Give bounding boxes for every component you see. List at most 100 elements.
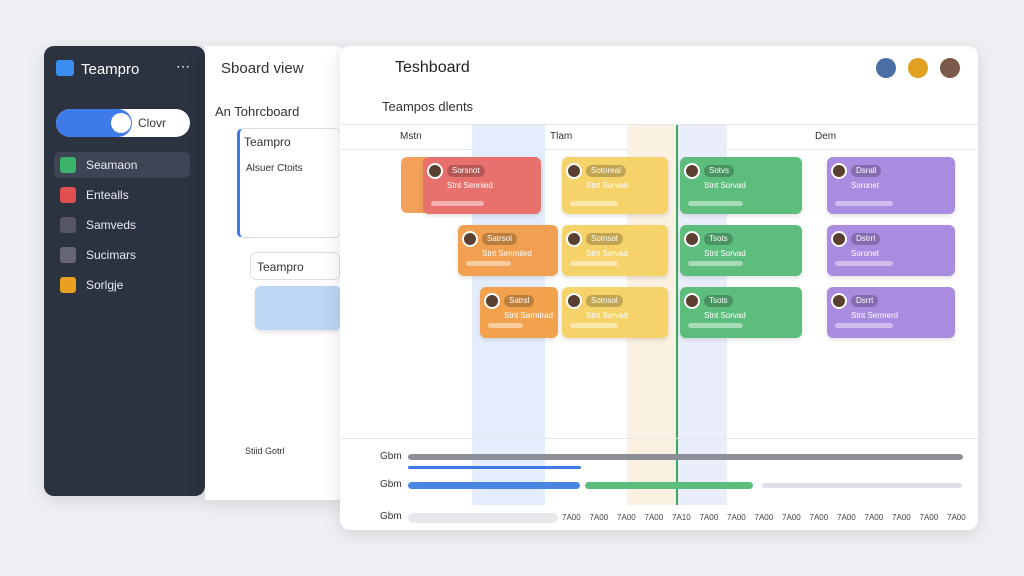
card-label: Stnt Senmiled — [482, 249, 532, 258]
card-label: Stnt Sorvad — [586, 311, 628, 320]
tag: Dsrall — [851, 165, 882, 177]
card-label: Stnt Sorvad — [586, 181, 628, 190]
menu-item[interactable]: Entealls — [54, 182, 190, 208]
tag: Dsrrt — [851, 295, 879, 307]
board-card[interactable]: Teampro Alsuer Ctoits — [237, 128, 341, 238]
tag: Sotvs — [704, 165, 735, 177]
toggle-label: Clovr — [138, 116, 167, 130]
now-line — [676, 125, 678, 505]
task-card[interactable]: Tsots Stnt Sorvad — [680, 287, 802, 338]
menu-item[interactable]: Sucimars — [54, 242, 190, 268]
timeline-bar — [408, 466, 581, 469]
card-label: Stnt Sorvad — [704, 181, 746, 190]
menu-label: Seamaon — [86, 158, 138, 172]
avatar — [684, 163, 700, 179]
task-card[interactable]: Dsrall Soronet — [827, 157, 955, 214]
column-title: Teampro — [244, 135, 291, 149]
timeline-bar — [408, 513, 558, 523]
card-label: Stnt Sorvad — [704, 249, 746, 258]
app-title[interactable]: Teampro — [81, 61, 140, 78]
time-label: 7A00 — [837, 513, 856, 522]
time-label: 7A00 — [782, 513, 801, 522]
avatar — [566, 231, 582, 247]
group-title: Teampro — [257, 260, 304, 274]
time-label: 7A00 — [892, 513, 911, 522]
avatar[interactable] — [876, 58, 896, 78]
avatar — [831, 231, 847, 247]
logo — [56, 60, 74, 76]
main-subtitle: Teampos dlents — [382, 99, 474, 114]
column-header: Dem — [815, 131, 837, 142]
tag: Sorsnot — [447, 165, 485, 177]
task-card[interactable]: Sotnreal Stnt Sorvad — [562, 157, 668, 214]
menu-label: Sorlgje — [86, 278, 124, 292]
card-label: Stnt Sarmirad — [504, 311, 553, 320]
time-label: 7A00 — [589, 513, 609, 522]
time-label: 7A00 — [947, 513, 966, 522]
toggle[interactable]: Clovr — [56, 109, 190, 137]
task-card[interactable]: Sotnsol Stnt Sorvad — [562, 287, 668, 338]
timeline-bar — [408, 454, 963, 460]
progress — [835, 323, 893, 328]
task-card[interactable]: Dstrrl Soronet — [827, 225, 955, 276]
card-label: Stnt Sennied — [447, 181, 493, 190]
avatar — [684, 231, 700, 247]
board-panel: Sboard view An Tohrcboard Teampro Alsuer… — [205, 46, 345, 500]
progress — [835, 261, 893, 266]
progress — [431, 201, 485, 206]
menu-icon — [60, 277, 76, 293]
time-label: 7A00 — [864, 513, 884, 522]
card-label: Soronet — [851, 181, 880, 190]
avatar[interactable] — [908, 58, 928, 78]
task-card[interactable]: Tsots Stnt Sorvad — [680, 225, 802, 276]
menu-item[interactable]: Seamaon — [54, 152, 190, 178]
task-card[interactable]: Satrsl Stnt Sarmirad — [480, 287, 558, 338]
menu-label: Samveds — [86, 218, 137, 232]
tag: Satrsl — [504, 295, 535, 307]
tag: Sotnreal — [586, 165, 626, 177]
more[interactable]: ⋯ — [176, 58, 190, 74]
card-title: Alsuer Ctoits — [246, 163, 303, 174]
menu-label: Sucimars — [86, 248, 137, 262]
progress — [466, 261, 511, 266]
timeline-bar — [585, 482, 753, 489]
progress — [688, 261, 743, 266]
column-header: Tlam — [550, 131, 573, 142]
time-label: 7A00 — [617, 513, 636, 522]
column-header: Mstn — [400, 131, 422, 142]
menu-item[interactable]: Samveds — [54, 212, 190, 238]
avatar — [831, 163, 847, 179]
progress — [488, 323, 524, 328]
menu-item[interactable]: Sorlgje — [54, 272, 190, 298]
avatar — [566, 163, 582, 179]
task-card[interactable]: Sotvs Stnt Sorvad — [680, 157, 802, 214]
avatar — [427, 163, 443, 179]
timeline-bar — [408, 482, 580, 489]
main-title: Teshboard — [395, 59, 470, 76]
time-label: 7A00 — [644, 513, 664, 522]
menu-icon — [60, 187, 76, 203]
avatar — [484, 293, 500, 309]
task-card[interactable]: Sotnsol Stnt Sorvad — [562, 225, 668, 276]
time-label: 7A00 — [562, 513, 581, 522]
task-card[interactable]: Satrsol Stnt Senmiled — [458, 225, 558, 276]
timeline-row-label: Gbm — [380, 479, 402, 490]
avatar — [566, 293, 582, 309]
tag: Tsots — [704, 233, 733, 245]
time-label: 7A00 — [754, 513, 774, 522]
progress — [688, 323, 743, 328]
menu-icon — [60, 157, 76, 173]
timeline-row-label: Gbm — [380, 451, 402, 462]
time-label: 7A00 — [809, 513, 829, 522]
avatar[interactable] — [940, 58, 960, 78]
tag: Sotnsol — [586, 233, 623, 245]
task-card[interactable]: Sorsnot Stnt Sennied — [423, 157, 541, 214]
board-subtitle: An Tohrcboard — [215, 104, 300, 119]
avatar — [831, 293, 847, 309]
avatar — [462, 231, 478, 247]
task-card[interactable]: Dsrrt Stnt Sermerd — [827, 287, 955, 338]
time-label: 7A10 — [672, 513, 691, 522]
card-label: Stnt Sermerd — [851, 311, 899, 320]
group[interactable]: Teampro — [250, 252, 340, 280]
